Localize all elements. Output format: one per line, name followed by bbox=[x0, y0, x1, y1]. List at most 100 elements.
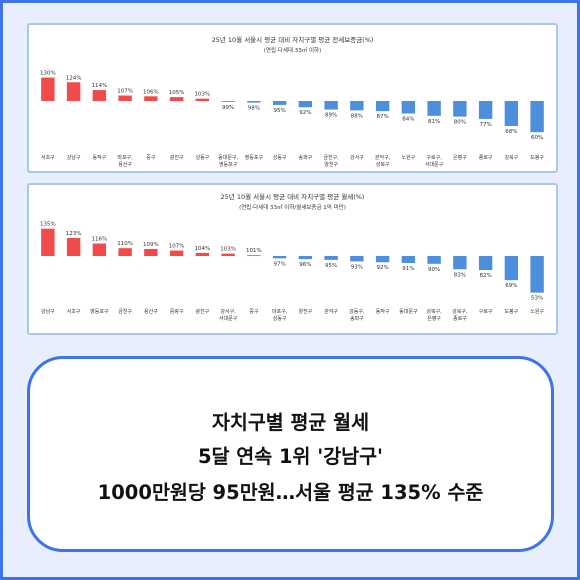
category-label: 도봉구 bbox=[530, 155, 544, 161]
category-label: 영등포구 bbox=[219, 161, 238, 168]
data-label: 130% bbox=[40, 71, 56, 77]
category-label: 서초구 bbox=[41, 154, 55, 161]
data-label: 124% bbox=[66, 75, 82, 81]
data-label: 105% bbox=[169, 90, 185, 96]
category-label: 성북구, bbox=[426, 308, 442, 315]
category-label: 종로구 bbox=[479, 155, 493, 161]
jeonse-chart-panel: 25년 10월 서울시 평균 대비 자치구별 평균 전세보증금(%) (연립·다… bbox=[27, 23, 558, 173]
category-label: 송파구 bbox=[298, 154, 312, 161]
category-label: 성동구 bbox=[273, 154, 287, 161]
bar bbox=[66, 82, 81, 101]
bar bbox=[247, 255, 261, 257]
data-label: 80% bbox=[454, 120, 466, 126]
data-label: 104% bbox=[195, 246, 211, 252]
data-label: 99% bbox=[222, 105, 234, 111]
category-label: 관악구, bbox=[375, 154, 391, 161]
data-label: 77% bbox=[480, 122, 492, 128]
data-label: 109% bbox=[143, 242, 159, 248]
headline-line-1: 자치구별 평균 월세 bbox=[211, 411, 370, 434]
data-label: 97% bbox=[274, 261, 286, 267]
data-label: 110% bbox=[117, 241, 133, 247]
bar bbox=[375, 101, 390, 112]
data-label: 92% bbox=[377, 265, 389, 271]
category-label: 중구 bbox=[249, 309, 259, 315]
data-label: 98% bbox=[248, 106, 260, 112]
bar bbox=[144, 248, 158, 256]
bar bbox=[350, 256, 364, 262]
bar bbox=[92, 243, 107, 256]
data-label: 107% bbox=[169, 244, 185, 250]
category-label: 종로구 bbox=[453, 316, 467, 322]
category-label: 송파구 bbox=[350, 315, 364, 322]
chart-subtitle: (연립·다세대 33㎡ 이하) bbox=[263, 48, 322, 54]
bar bbox=[221, 101, 235, 102]
data-label: 96% bbox=[299, 262, 311, 268]
bar bbox=[221, 253, 235, 256]
category-label: 은평구 bbox=[427, 315, 441, 322]
bar bbox=[66, 238, 81, 256]
data-label: 103% bbox=[195, 92, 211, 98]
category-label: 마포구, bbox=[117, 154, 133, 161]
data-label: 92% bbox=[299, 110, 311, 116]
category-label: 성동구 bbox=[195, 154, 209, 161]
headline-line-2: 5달 연속 1위 '강남구' bbox=[197, 445, 384, 468]
bar bbox=[195, 252, 210, 256]
bar bbox=[169, 97, 184, 101]
category-label: 동작구 bbox=[92, 154, 106, 161]
headline-caption-box: 자치구별 평균 월세 5달 연속 1위 '강남구' 1000만원당 95만원…서… bbox=[27, 356, 554, 552]
category-label: 강남구 bbox=[67, 154, 81, 161]
bar bbox=[453, 101, 467, 117]
bar bbox=[169, 250, 184, 256]
category-label: 강동구, bbox=[349, 308, 365, 315]
category-label: 성북구 bbox=[376, 161, 390, 168]
category-label: 양천구 bbox=[324, 161, 338, 168]
bar bbox=[504, 256, 519, 281]
bar bbox=[504, 101, 519, 126]
category-label: 노원구 bbox=[401, 154, 415, 161]
data-label: 106% bbox=[143, 89, 159, 95]
data-label: 81% bbox=[428, 119, 440, 125]
data-label: 83% bbox=[454, 272, 466, 278]
bar bbox=[478, 256, 493, 271]
data-label: 82% bbox=[480, 273, 492, 279]
category-label: 광진구 bbox=[170, 154, 184, 161]
category-label: 양천구 bbox=[298, 308, 312, 315]
category-label: 동대문구, bbox=[218, 154, 238, 161]
bar bbox=[530, 101, 544, 133]
category-label: 서대문구 bbox=[425, 161, 444, 168]
category-label: 도봉구 bbox=[504, 309, 518, 315]
data-label: 93% bbox=[351, 264, 363, 270]
category-label: 마포구, bbox=[272, 308, 288, 315]
bar bbox=[401, 101, 416, 114]
category-label: 관악구 bbox=[324, 308, 338, 315]
bar bbox=[478, 101, 493, 119]
category-label: 중구 bbox=[146, 155, 156, 161]
bar bbox=[41, 228, 55, 256]
category-label: 강북구 bbox=[504, 154, 518, 161]
bar bbox=[324, 256, 338, 260]
bar bbox=[350, 101, 364, 111]
category-label: 강서구 bbox=[350, 154, 364, 161]
data-label: 69% bbox=[505, 283, 517, 289]
wolse-chart-panel: 25년 10월 서울시 평균 대비 자치구별 평균 월세(%) (연립·다세대 … bbox=[27, 183, 558, 335]
bar bbox=[272, 101, 287, 105]
bar bbox=[195, 98, 210, 101]
data-label: 107% bbox=[117, 89, 133, 95]
category-label: 구로구, bbox=[426, 155, 442, 161]
category-label: 금천구, bbox=[323, 154, 339, 161]
data-label: 68% bbox=[505, 129, 517, 135]
bar bbox=[92, 90, 107, 101]
category-label: 강북구, bbox=[452, 308, 468, 315]
category-label: 노원구 bbox=[530, 308, 544, 315]
bar bbox=[401, 256, 416, 264]
jeonse-bar-chart: 130% 서초구 124% 강남구 114% 동작구 107% 마포구,용산구 106% 중구 10… bbox=[40, 71, 544, 168]
bar bbox=[41, 77, 55, 101]
category-label: 영등포구 bbox=[90, 308, 109, 315]
category-label: 은평구 bbox=[453, 154, 467, 161]
bar bbox=[144, 96, 158, 101]
category-label: 성동구 bbox=[273, 315, 287, 322]
data-label: 103% bbox=[220, 247, 236, 253]
data-label: 87% bbox=[377, 114, 389, 120]
data-label: 53% bbox=[531, 296, 543, 302]
data-label: 114% bbox=[92, 83, 108, 89]
